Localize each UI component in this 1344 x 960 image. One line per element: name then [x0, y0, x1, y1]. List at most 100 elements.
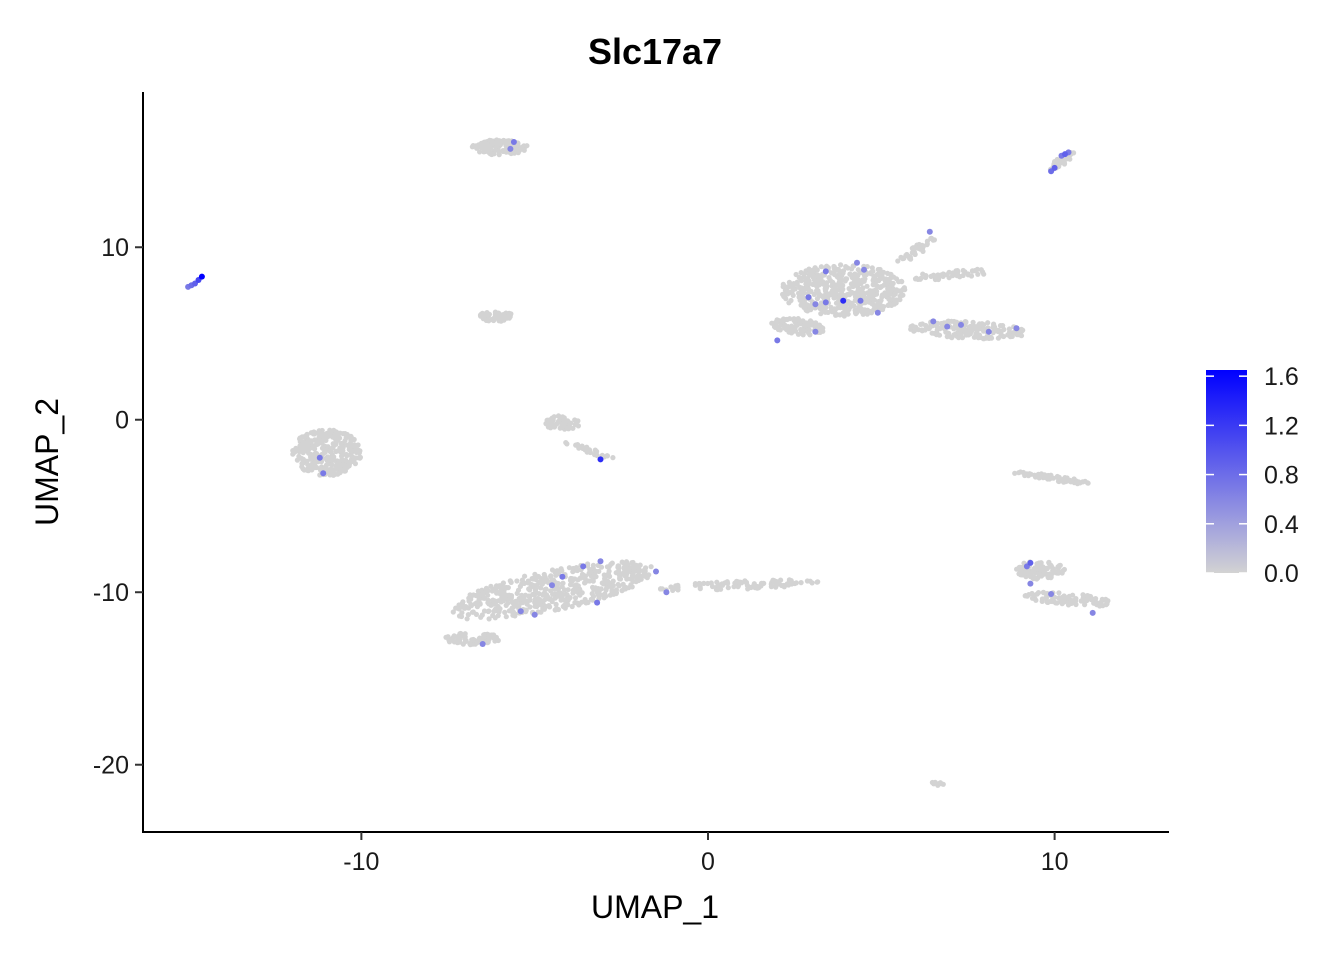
cell-point: [572, 600, 578, 606]
cell-point: [985, 320, 991, 326]
cell-point: [570, 425, 576, 431]
cell-point: [483, 312, 489, 318]
cell-point: [800, 332, 806, 338]
cell-point: [778, 577, 784, 583]
cell-point: [796, 290, 802, 296]
expressing-cell-point: [320, 470, 327, 477]
cell-point: [558, 597, 564, 603]
cell-point: [836, 275, 842, 281]
cell-point: [590, 584, 596, 591]
cell-point: [484, 640, 491, 646]
cell-point: [975, 323, 981, 330]
cell-point: [304, 431, 310, 437]
cell-point: [350, 443, 356, 449]
cell-point: [810, 281, 816, 287]
cell-point: [938, 272, 944, 278]
expressing-cell-point: [926, 228, 933, 235]
cell-point: [798, 318, 804, 324]
cell-point: [610, 583, 616, 589]
cell-point: [868, 310, 875, 316]
cell-point: [527, 587, 533, 593]
cell-point: [831, 291, 838, 297]
cell-point: [630, 559, 636, 566]
cell-point: [343, 451, 349, 458]
cell-point: [962, 328, 968, 334]
cell-point: [1067, 477, 1073, 483]
cell-point: [470, 592, 477, 598]
cell-point: [864, 299, 870, 305]
cell-point: [842, 278, 848, 284]
cell-point: [846, 291, 852, 297]
cell-point: [524, 599, 530, 605]
cell-point: [490, 634, 496, 641]
cell-point: [815, 272, 821, 278]
cell-point: [503, 592, 509, 598]
cell-point: [508, 150, 514, 157]
cell-point: [465, 612, 471, 618]
cell-point: [531, 575, 537, 581]
cell-point: [937, 780, 944, 786]
cell-point: [459, 604, 465, 610]
cell-point: [336, 460, 342, 466]
expressing-cell-point: [857, 297, 864, 304]
expressing-cell-point: [1013, 325, 1020, 332]
cell-point: [798, 580, 804, 586]
cell-point: [629, 584, 635, 590]
cell-point: [697, 586, 703, 592]
cell-point: [481, 608, 488, 614]
cell-point: [554, 605, 560, 612]
x-tick-label: -10: [343, 848, 379, 876]
cell-point: [469, 609, 476, 615]
cell-point: [770, 577, 776, 583]
cell-point: [1040, 571, 1046, 578]
cell-point: [484, 141, 490, 147]
cell-point: [1038, 560, 1044, 566]
cell-point: [293, 445, 299, 451]
cell-point: [586, 570, 592, 577]
expressing-cell-point: [805, 294, 812, 301]
cell-point: [867, 294, 873, 300]
cell-point: [549, 415, 555, 421]
cell-point: [892, 291, 898, 297]
cell-point: [1047, 562, 1053, 568]
cell-point: [898, 254, 904, 260]
cell-point: [616, 583, 622, 589]
x-tick-label: 10: [1041, 848, 1069, 876]
expressing-cell-point: [1089, 609, 1096, 616]
cell-point: [804, 302, 811, 308]
cell-point: [493, 313, 499, 319]
cell-point: [596, 591, 603, 597]
cell-point: [585, 561, 591, 567]
expressing-cell-point: [854, 259, 860, 266]
cell-point: [548, 588, 554, 594]
cell-point: [1084, 593, 1090, 599]
expressing-cell-point: [874, 309, 881, 316]
cell-point: [572, 595, 579, 601]
cell-point: [888, 302, 895, 308]
cell-point: [636, 577, 642, 584]
cell-point: [590, 562, 597, 569]
cell-point: [873, 277, 879, 283]
cell-point: [1059, 478, 1065, 484]
cell-point: [810, 269, 816, 275]
cell-point: [938, 321, 944, 327]
cell-point: [791, 317, 797, 323]
cell-point: [558, 424, 564, 430]
cell-point: [1007, 329, 1013, 335]
cell-point: [327, 455, 333, 461]
cell-point: [449, 637, 455, 643]
cell-point: [786, 300, 792, 306]
cell-point: [1040, 590, 1047, 596]
cell-point: [306, 450, 312, 456]
cell-point: [701, 580, 707, 587]
cell-point: [1018, 333, 1025, 339]
cell-point: [537, 579, 543, 585]
expressing-cell-point: [507, 145, 514, 152]
cell-point: [505, 315, 511, 321]
cell-point: [605, 571, 612, 577]
expressing-cell-point: [812, 328, 819, 335]
cell-point: [300, 466, 306, 472]
cell-point: [506, 608, 512, 614]
cell-point: [894, 297, 900, 303]
